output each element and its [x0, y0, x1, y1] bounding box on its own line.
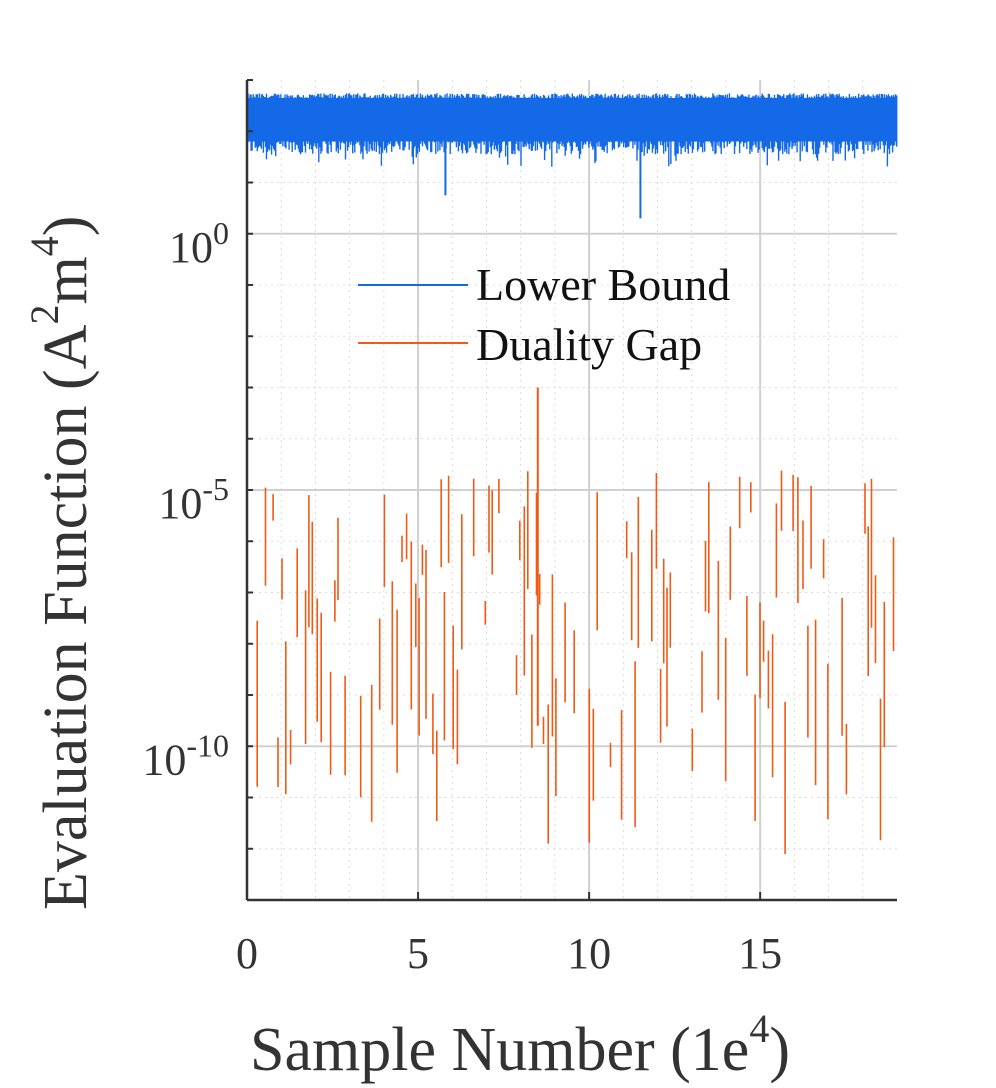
- duality-gap-line: [256, 470, 895, 854]
- legend-label-duality-gap: Duality Gap: [476, 319, 702, 370]
- y-tick-label-exponent: -5: [202, 471, 229, 507]
- x-axis-title: Sample Number (1e4): [250, 1006, 790, 1084]
- series-lower-bound: [246, 93, 898, 219]
- lower-bound-line: [246, 93, 898, 167]
- x-tick-label: 0: [236, 929, 258, 978]
- legend-label-lower-bound: Lower Bound: [476, 259, 730, 310]
- y-tick-label: 10-5: [158, 471, 229, 528]
- y-tick-label-exponent: 0: [213, 215, 229, 251]
- y-tick-label-base: 10: [169, 223, 213, 272]
- y-tick-label-base: 10: [142, 735, 186, 784]
- x-tick-labels: 0 5 10 15: [236, 929, 782, 978]
- y-axis-title-mid: m: [32, 256, 100, 304]
- legend: Lower Bound Duality Gap: [358, 259, 730, 370]
- grid: [247, 80, 897, 900]
- y-axis-title: Evaluation Function (A2m4): [22, 216, 100, 910]
- x-axis-title-sup: 4: [749, 1006, 769, 1051]
- x-tick-label: 5: [407, 929, 429, 978]
- y-axis-title-suffix: ): [32, 216, 100, 237]
- series-duality-gap: [256, 387, 895, 854]
- x-tick-label: 10: [567, 929, 611, 978]
- y-tick-label: 100: [169, 215, 229, 272]
- x-tick-label: 15: [738, 929, 782, 978]
- x-axis-title-suffix: ): [769, 1016, 790, 1084]
- y-tick-label-exponent: -10: [186, 727, 229, 763]
- axes: [245, 79, 897, 902]
- y-axis-title-main: Evaluation Function (A: [32, 324, 100, 910]
- y-tick-label: 10-10: [142, 727, 229, 784]
- y-axis-title-sup2: 4: [22, 236, 67, 256]
- y-axis-title-sup1: 2: [22, 305, 67, 325]
- y-tick-label-base: 10: [158, 479, 202, 528]
- x-axis-title-main: Sample Number (1e: [250, 1016, 749, 1084]
